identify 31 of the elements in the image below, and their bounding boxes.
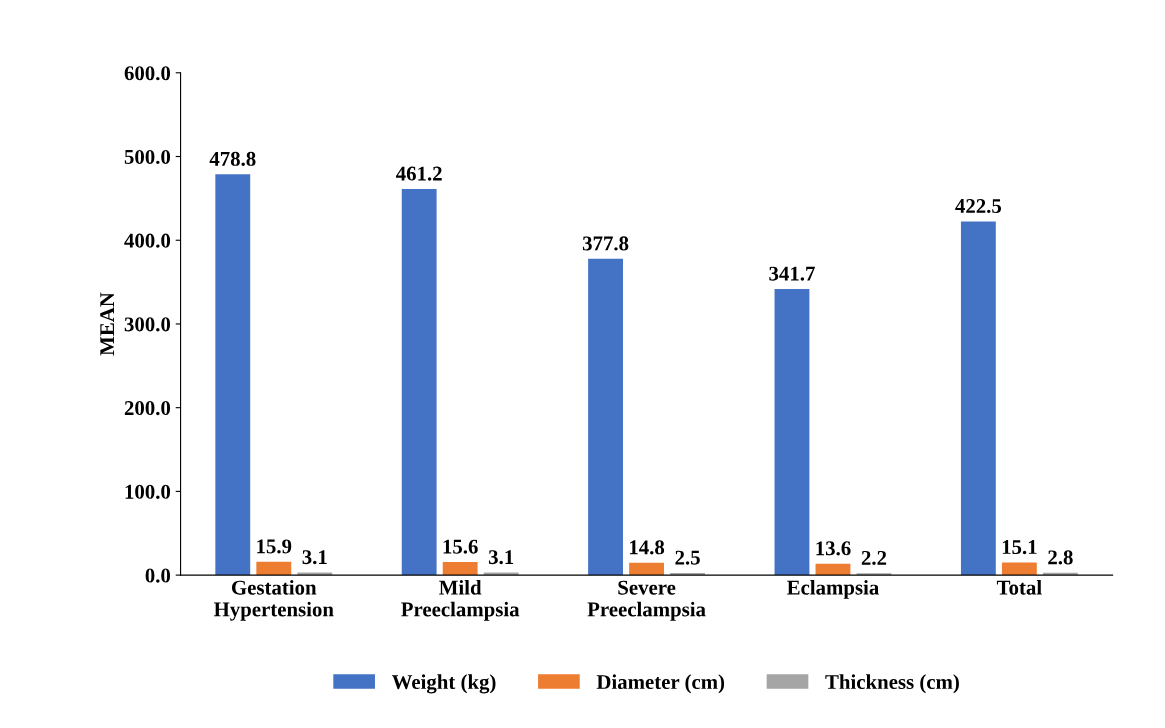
y-tick-label: 100.0 <box>125 484 171 499</box>
y-tick-label: 200.0 <box>124 401 171 416</box>
legend-label: Thickness (cm) <box>825 674 959 694</box>
y-tick-label: 500.0 <box>124 149 171 165</box>
data-label: 15.9 <box>257 539 292 554</box>
legend-label: Diameter (cm) <box>596 674 725 694</box>
data-label: 3.1 <box>302 550 327 565</box>
data-label: 13.6 <box>816 541 851 556</box>
x-tick-label: Severe Preeclampsia <box>587 580 706 621</box>
data-label: 422.5 <box>955 199 1002 214</box>
data-label: 341.7 <box>769 266 815 281</box>
x-tick-label: Gestation Hypertension <box>213 579 334 621</box>
x-tick-label: Eclampsia <box>787 579 879 599</box>
data-label: 2.5 <box>675 550 700 565</box>
y-tick-label: 400.0 <box>124 233 171 248</box>
data-label: 2.2 <box>861 550 887 565</box>
y-axis-title: MEAN <box>100 292 114 356</box>
data-label: 3.1 <box>488 550 514 565</box>
data-label: 15.6 <box>443 539 478 554</box>
data-label: 478.8 <box>209 151 256 166</box>
y-tick-label: 0.0 <box>145 568 171 583</box>
data-label: 2.8 <box>1048 550 1073 565</box>
legend-label: Weight (kg) <box>391 674 496 694</box>
data-label: 377.8 <box>582 236 629 251</box>
x-tick-label: Total <box>996 579 1042 595</box>
data-label: 461.2 <box>396 166 442 181</box>
x-tick-label: Mild Preeclampsia <box>401 579 520 621</box>
y-tick-label: 600.0 <box>124 66 171 81</box>
y-tick-label: 300.0 <box>124 317 171 332</box>
data-label: 14.8 <box>630 540 665 555</box>
data-label: 15.1 <box>1002 540 1037 555</box>
